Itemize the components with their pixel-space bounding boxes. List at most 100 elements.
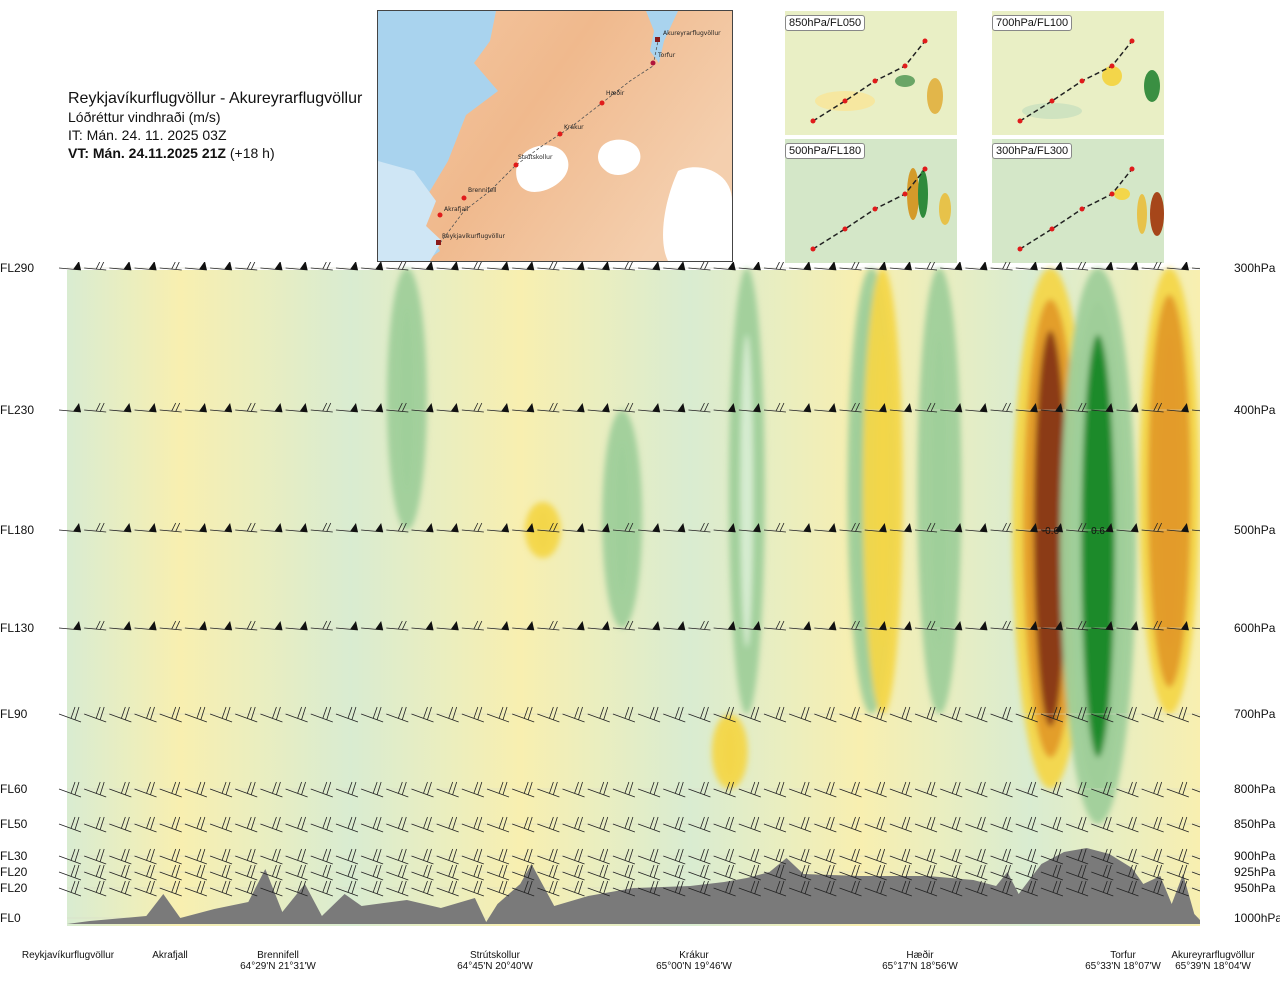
chart-subtitle: Lóðréttur vindhraði (m/s): [68, 109, 221, 125]
wind-barb: [637, 848, 661, 865]
wind-barb: [915, 522, 938, 533]
wind-barb: [109, 262, 132, 271]
route-map: Akureyrarflugvöllur Torfur Hæðir Krákur …: [377, 10, 733, 262]
wind-barb: [184, 816, 208, 833]
map-bay: [378, 161, 442, 261]
wind-barb: [1015, 706, 1038, 723]
wind-barb: [763, 781, 787, 798]
waypoint-name: Akrafjall: [152, 950, 188, 961]
wind-barb: [1191, 887, 1200, 892]
wind-barb: [940, 864, 963, 881]
wind-barb: [914, 816, 938, 833]
wind-barb: [235, 522, 258, 533]
mini-map-850hpa[interactable]: 850hPa/FL050: [785, 11, 957, 135]
value-annotations: -0.6 0.6: [1042, 526, 1106, 537]
wind-barb: [839, 848, 862, 865]
wind-barb: [159, 880, 182, 897]
velocity-field: [386, 268, 1200, 824]
wind-barb: [763, 620, 787, 631]
wind-barb: [587, 848, 610, 865]
issue-time: IT: Mán. 24. 11. 2025 03Z: [68, 127, 227, 143]
wind-barb: [965, 880, 988, 897]
wind-barb: [637, 706, 661, 723]
wind-barb: [537, 620, 560, 631]
wind-barb: [612, 880, 636, 897]
wind-barb: [84, 864, 107, 881]
wind-barb: [638, 403, 661, 413]
wind-barb: [411, 262, 434, 271]
wind-barb: [512, 403, 535, 413]
wind-barb: [209, 864, 233, 881]
wind-barb: [436, 403, 459, 413]
wind-barb: [889, 781, 913, 798]
mini-map-500hpa[interactable]: 500hPa/FL180: [785, 139, 957, 263]
wind-barb: [612, 848, 636, 865]
wind-barb: [763, 402, 787, 413]
wind-barb: [1040, 781, 1064, 798]
wind-barb: [209, 880, 233, 897]
wind-barb: [310, 262, 333, 271]
wind-barb: [159, 620, 182, 631]
velocity-band-core: [740, 334, 754, 648]
wind-barb: [1191, 871, 1200, 876]
wind-barb: [486, 816, 510, 833]
wind-barb: [411, 523, 434, 533]
wind-barb: [562, 523, 585, 533]
wind-barb: [512, 523, 535, 533]
wind-barb: [940, 621, 963, 631]
wind-barb: [1015, 848, 1038, 865]
wind-barb: [663, 262, 686, 271]
wind-barb: [184, 880, 208, 897]
wind-barb: [461, 880, 484, 897]
wind-barb: [814, 781, 837, 798]
wind-barb: [738, 262, 761, 271]
wind-barb: [386, 848, 409, 865]
wind-barb: [537, 522, 560, 533]
wind-barb: [1141, 620, 1164, 631]
wind-barb: [990, 880, 1013, 897]
wind-barb: [663, 621, 686, 631]
wind-barb: [1066, 402, 1089, 413]
wind-barb: [310, 781, 333, 798]
wind-barb: [285, 621, 308, 631]
wind-barb: [512, 781, 535, 798]
velocity-band-core: [1037, 346, 1064, 711]
wind-barb: [965, 864, 988, 881]
wind-barb: [512, 848, 535, 865]
wind-barb: [310, 880, 333, 897]
wind-barb: [990, 706, 1013, 723]
wind-barb: [159, 848, 182, 865]
mini-map-300hpa[interactable]: 300hPa/FL300: [992, 139, 1164, 263]
wind-barb: [1091, 621, 1114, 631]
wind-barb: [587, 781, 610, 798]
waypoint-coordinate: 64°29'N 21°31'W: [240, 961, 316, 972]
wind-barb: [1166, 262, 1189, 271]
mini-map-700hpa[interactable]: 700hPa/FL100: [992, 11, 1164, 135]
wind-barb: [1091, 706, 1114, 723]
wind-barb: [1166, 781, 1189, 798]
valid-time-lead: (+18 h): [229, 145, 275, 161]
wind-barb: [109, 864, 132, 881]
pressure-level-label: 800hPa: [1234, 782, 1276, 796]
wind-barb: [184, 864, 208, 881]
wind-barb: [1191, 627, 1200, 630]
wind-barb: [159, 402, 182, 413]
wind-barb: [184, 262, 207, 271]
wind-barb: [260, 880, 283, 897]
waypoint-label: Torfur 65°33'N 18°07'W: [1073, 950, 1173, 972]
wind-barb: [1141, 816, 1164, 833]
wind-barb: [1116, 523, 1139, 533]
wind-barb: [814, 816, 837, 833]
wind-barb: [789, 621, 812, 631]
wind-barb: [1040, 262, 1063, 271]
wind-barb: [335, 706, 359, 723]
wind-barb: [990, 816, 1013, 833]
wind-barb: [587, 621, 610, 631]
wind-barb: [159, 816, 182, 833]
wind-barb: [688, 816, 711, 833]
wind-barb: [361, 403, 384, 413]
wind-barb: [285, 816, 308, 833]
mini-map-field: [785, 139, 957, 263]
wind-barb: [109, 816, 132, 833]
wind-barb: [839, 706, 862, 723]
